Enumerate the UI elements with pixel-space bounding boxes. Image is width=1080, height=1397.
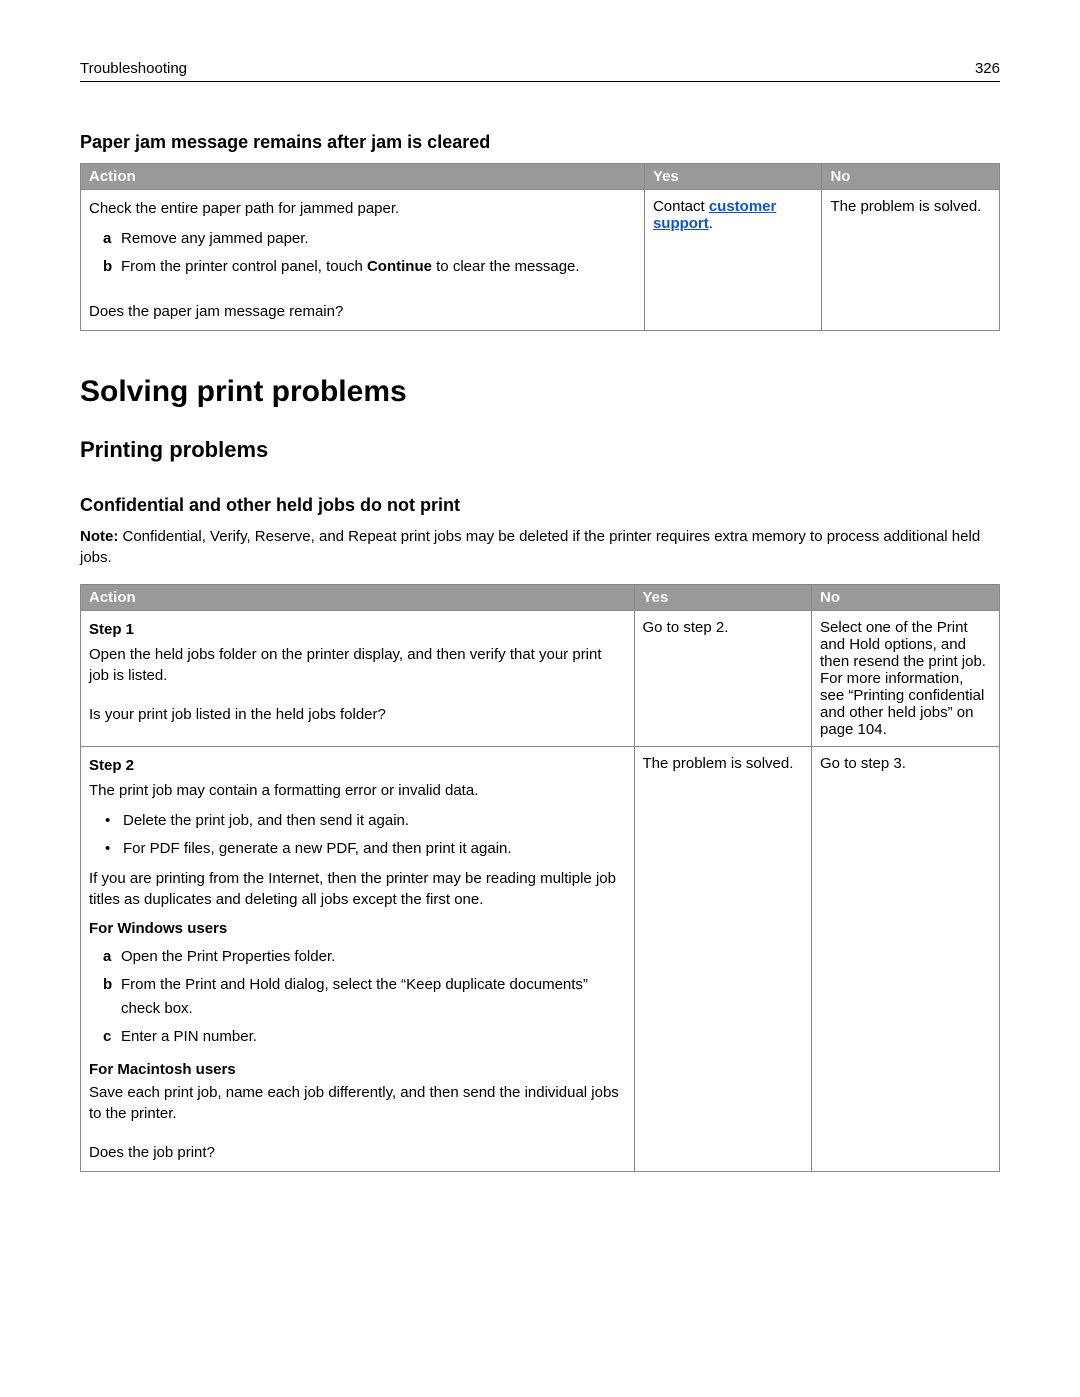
step2-line2: If you are printing from the Internet, t… <box>89 868 626 910</box>
win-c-text: Enter a PIN number. <box>121 1025 257 1049</box>
table-row: Step 2 The print job may contain a forma… <box>81 747 1000 1172</box>
step-b: b From the printer control panel, touch … <box>103 253 636 281</box>
col-action: Action <box>81 164 645 190</box>
note-body: Confidential, Verify, Reserve, and Repea… <box>80 528 980 566</box>
mac-text: Save each print job, name each job diffe… <box>89 1082 626 1124</box>
table-confidential: Action Yes No Step 1 Open the held jobs … <box>80 584 1000 1172</box>
step2-label: Step 2 <box>89 755 626 776</box>
col-no: No <box>822 164 1000 190</box>
step2-question: Does the job print? <box>89 1142 626 1163</box>
cell-no-step1: Select one of the Print and Hold options… <box>812 611 1000 747</box>
cell-no-step2: Go to step 3. <box>812 747 1000 1172</box>
step-a: a Remove any jammed paper. <box>103 225 636 253</box>
step-b-bold: Continue <box>367 258 432 275</box>
cell-action: Check the entire paper path for jammed p… <box>81 190 645 331</box>
cell-yes-step1: Go to step 2. <box>634 611 812 747</box>
cell-no: The problem is solved. <box>822 190 1000 331</box>
yes-prefix: Contact <box>653 198 709 215</box>
action-question: Does the paper jam message remain? <box>89 301 636 322</box>
section-title-paper-jam: Paper jam message remains after jam is c… <box>80 132 1000 153</box>
cell-action-step2: Step 2 The print job may contain a forma… <box>81 747 635 1172</box>
win-a: aOpen the Print Properties folder. <box>103 943 626 971</box>
step-a-text: Remove any jammed paper. <box>121 227 309 251</box>
heading-printing-problems: Printing problems <box>80 437 1000 463</box>
win-a-text: Open the Print Properties folder. <box>121 945 335 969</box>
header-section: Troubleshooting <box>80 60 187 77</box>
win-c: cEnter a PIN number. <box>103 1023 626 1051</box>
yes-suffix: . <box>709 215 713 232</box>
step2-bullets: •Delete the print job, and then send it … <box>105 807 626 862</box>
table-paper-jam: Action Yes No Check the entire paper pat… <box>80 163 1000 331</box>
table-row: Step 1 Open the held jobs folder on the … <box>81 611 1000 747</box>
windows-heading: For Windows users <box>89 920 626 937</box>
step-b-prefix: From the printer control panel, touch <box>121 258 367 275</box>
section-title-confidential: Confidential and other held jobs do not … <box>80 495 1000 516</box>
action-intro: Check the entire paper path for jammed p… <box>89 198 636 219</box>
step1-question: Is your print job listed in the held job… <box>89 704 626 725</box>
page-header: Troubleshooting 326 <box>80 60 1000 82</box>
bullet-2: •For PDF files, generate a new PDF, and … <box>105 835 626 863</box>
step1-label: Step 1 <box>89 619 626 640</box>
win-b-text: From the Print and Hold dialog, select t… <box>121 973 626 1021</box>
col-yes: Yes <box>644 164 822 190</box>
marker-a: a <box>103 945 121 969</box>
bullet-icon: • <box>105 808 123 834</box>
step1-line1: Open the held jobs folder on the printer… <box>89 644 626 686</box>
note-label: Note: <box>80 528 118 545</box>
col-action: Action <box>81 585 635 611</box>
step-b-suffix: to clear the message. <box>432 258 580 275</box>
marker-c: c <box>103 1025 121 1049</box>
bullet-1: •Delete the print job, and then send it … <box>105 807 626 835</box>
marker-b: b <box>103 255 121 279</box>
step2-line1: The print job may contain a formatting e… <box>89 780 626 801</box>
table-row: Check the entire paper path for jammed p… <box>81 190 1000 331</box>
marker-b: b <box>103 973 121 1021</box>
marker-a: a <box>103 227 121 251</box>
col-no: No <box>812 585 1000 611</box>
table-header-row: Action Yes No <box>81 585 1000 611</box>
bullet-icon: • <box>105 836 123 862</box>
bullet-2-text: For PDF files, generate a new PDF, and t… <box>123 836 512 862</box>
header-page-number: 326 <box>975 60 1000 77</box>
mac-heading: For Macintosh users <box>89 1061 626 1078</box>
step-b-text: From the printer control panel, touch Co… <box>121 255 580 279</box>
cell-yes-step2: The problem is solved. <box>634 747 812 1172</box>
windows-steps: aOpen the Print Properties folder. bFrom… <box>103 943 626 1051</box>
win-b: bFrom the Print and Hold dialog, select … <box>103 971 626 1023</box>
heading-solving-print-problems: Solving print problems <box>80 375 1000 409</box>
col-yes: Yes <box>634 585 812 611</box>
bullet-1-text: Delete the print job, and then send it a… <box>123 808 409 834</box>
action-steps: a Remove any jammed paper. b From the pr… <box>103 225 636 281</box>
note: Note: Confidential, Verify, Reserve, and… <box>80 526 1000 568</box>
table-header-row: Action Yes No <box>81 164 1000 190</box>
cell-yes: Contact customer support. <box>644 190 822 331</box>
cell-action-step1: Step 1 Open the held jobs folder on the … <box>81 611 635 747</box>
